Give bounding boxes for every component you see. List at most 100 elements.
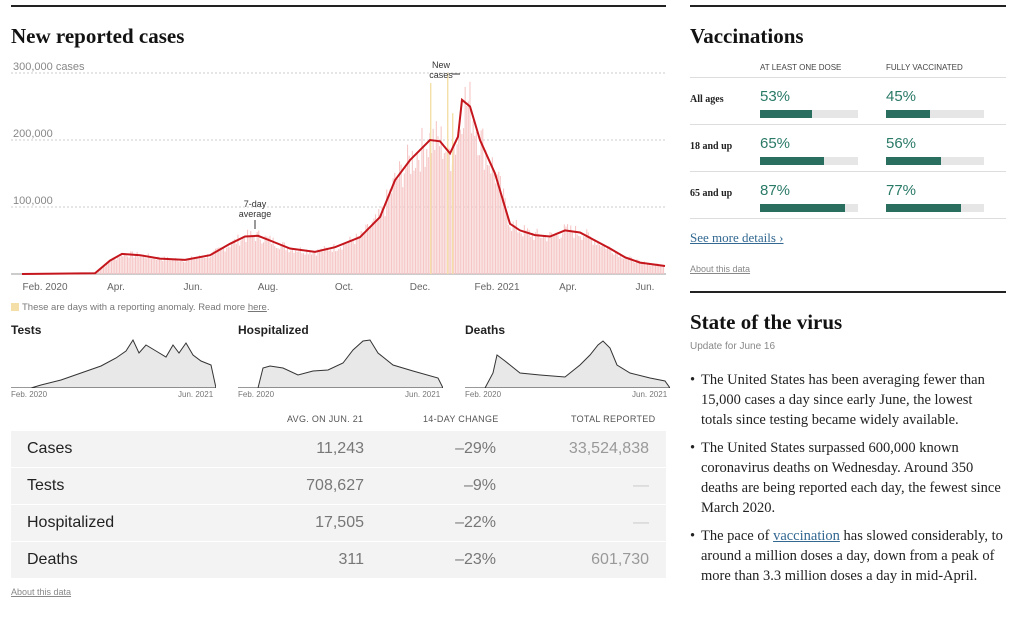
x-tick-label: Dec.	[409, 282, 431, 293]
state-bullet: The pace of vaccination has slowed consi…	[690, 526, 1006, 586]
state-rule	[690, 291, 1006, 293]
row-name: Deaths	[27, 551, 78, 568]
deaths-mini-chart	[465, 340, 670, 388]
tests-end-date: Jun. 2021	[178, 390, 214, 399]
annotation-7day-average: 7-day average	[238, 199, 272, 219]
row-name: Tests	[27, 477, 65, 494]
row-avg: 708,627	[306, 477, 364, 494]
vaccinations-title: Vaccinations	[690, 24, 804, 48]
anomaly-swatch	[11, 303, 19, 311]
hospitalized-end-date: Jun. 2021	[405, 390, 441, 399]
state-bullet: The United States has been averaging few…	[690, 370, 1006, 430]
annotation-new-cases: New cases	[429, 60, 453, 80]
vacc-one-dose-pct: 87%	[760, 182, 791, 199]
x-tick-label: Feb. 2020	[22, 282, 68, 293]
about-data-link-right[interactable]: About this data	[690, 264, 751, 274]
vaccination-link[interactable]: vaccination	[773, 528, 840, 544]
row-name: Cases	[27, 440, 73, 457]
vacc-row-65-up: 65 and up 87% 77%	[690, 171, 1006, 219]
row-avg: 17,505	[315, 514, 364, 531]
vacc-bar-fill	[760, 204, 846, 212]
vacc-one-dose-pct: 65%	[760, 135, 791, 152]
vacc-row-label: 65 and up	[690, 188, 733, 199]
vacc-one-dose-bar	[760, 204, 858, 212]
y-tick-300k: 300,000 cases	[13, 61, 85, 73]
bullet-text-post: has slowed considerably, to around a mil…	[701, 528, 1003, 584]
deaths-start-date: Feb. 2020	[465, 390, 502, 399]
state-bullet: The United States surpassed 600,000 know…	[690, 438, 1006, 518]
row-change: –9%	[463, 477, 496, 494]
anomaly-end-period: .	[266, 302, 270, 313]
bullet-text-pre: The pace of	[701, 528, 770, 544]
anomaly-note: These are days with a reporting anomaly.…	[11, 302, 269, 313]
row-total: 601,730	[591, 551, 649, 568]
row-avg: 11,243	[316, 440, 364, 457]
cases-title: New reported cases	[11, 24, 185, 48]
summary-table: Cases 11,243 –29% 33,524,838 Tests 708,6…	[11, 431, 666, 578]
tests-start-date: Feb. 2020	[11, 390, 48, 399]
x-tick-label: Apr.	[107, 282, 125, 293]
vacc-one-dose-bar	[760, 110, 858, 118]
row-total: —	[633, 514, 649, 531]
vacc-row-all-ages: All ages 53% 45%	[690, 77, 1006, 124]
row-avg: 311	[338, 551, 364, 568]
table-row: Tests 708,627 –9% —	[11, 468, 666, 505]
vacc-bar-fill	[760, 110, 812, 118]
x-tick-label: Feb. 2021	[474, 282, 520, 293]
state-update: Update for June 16	[690, 341, 776, 352]
tests-title: Tests	[11, 323, 42, 337]
vacc-bar-fill	[760, 157, 824, 165]
deaths-end-date: Jun. 2021	[632, 390, 668, 399]
vacc-full-pct: 56%	[886, 135, 917, 152]
vacc-one-dose-bar	[760, 157, 858, 165]
vacc-full-bar	[886, 110, 984, 118]
vacc-row-18-up: 18 and up 65% 56%	[690, 124, 1006, 171]
row-total: —	[633, 477, 649, 494]
x-tick-label: Apr.	[559, 282, 577, 293]
header-total: TOTAL REPORTED	[571, 414, 656, 424]
vacc-full-bar	[886, 204, 984, 212]
top-rule-left	[11, 5, 666, 7]
anomaly-text: These are days with a reporting anomaly.…	[22, 302, 246, 313]
about-data-link-left[interactable]: About this data	[11, 587, 72, 597]
anomaly-here-link[interactable]: here	[247, 302, 267, 313]
hospitalized-title: Hospitalized	[238, 323, 309, 337]
row-change: –23%	[455, 551, 496, 568]
bullet-text: The United States has been averaging few…	[701, 372, 985, 428]
row-name: Hospitalized	[27, 514, 115, 531]
row-change: –29%	[455, 440, 496, 457]
deaths-title: Deaths	[465, 323, 506, 337]
vacc-full-pct: 45%	[886, 88, 917, 105]
table-row: Cases 11,243 –29% 33,524,838	[11, 431, 666, 468]
state-bullets: The United States has been averaging few…	[690, 370, 1006, 594]
x-tick-label: Jun.	[183, 282, 203, 293]
vacc-row-label: 18 and up	[690, 141, 733, 152]
table-row: Deaths 311 –23% 601,730	[11, 542, 666, 578]
vacc-full-pct: 77%	[886, 182, 917, 199]
vacc-row-label: All ages	[690, 94, 724, 105]
top-rule-right	[690, 5, 1006, 7]
vacc-bar-fill	[886, 110, 931, 118]
row-total: 33,524,838	[568, 440, 649, 457]
header-change: 14-DAY CHANGE	[423, 414, 499, 424]
vacc-one-dose-pct: 53%	[760, 88, 791, 105]
vacc-full-bar	[886, 157, 984, 165]
hospitalized-start-date: Feb. 2020	[238, 390, 275, 399]
x-tick-label: Aug.	[257, 282, 279, 293]
tests-mini-chart	[11, 338, 216, 388]
vacc-bar-fill	[886, 157, 941, 165]
y-tick-200k: 200,000	[13, 128, 53, 140]
cases-chart	[11, 72, 666, 275]
vacc-col1-header: AT LEAST ONE DOSE	[760, 63, 842, 72]
hospitalized-mini-chart	[238, 339, 443, 388]
bullet-text: The United States surpassed 600,000 know…	[701, 440, 1001, 516]
state-title: State of the virus	[690, 310, 843, 334]
vacc-col2-header: FULLY VACCINATED	[886, 63, 963, 72]
x-tick-label: Oct.	[334, 282, 354, 293]
header-avg: AVG. ON JUN. 21	[287, 414, 364, 424]
vacc-bar-fill	[886, 204, 962, 212]
y-tick-100k: 100,000	[13, 195, 53, 207]
x-tick-label: Jun.	[635, 282, 655, 293]
see-more-details-link[interactable]: See more details ›	[690, 230, 784, 245]
table-row: Hospitalized 17,505 –22% —	[11, 505, 666, 542]
